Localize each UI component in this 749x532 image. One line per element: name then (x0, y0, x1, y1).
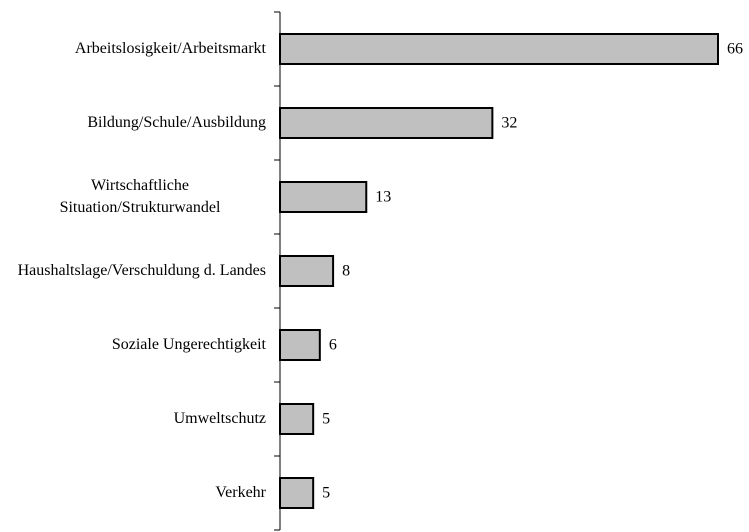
bar (279, 329, 321, 361)
bar (279, 107, 494, 139)
value-label: 6 (329, 337, 337, 354)
category-label: Verkehr (215, 484, 266, 501)
category-label: Soziale Ungerechtigkeit (111, 336, 266, 353)
value-label: 32 (501, 115, 517, 132)
bar (279, 255, 335, 287)
value-label: 5 (322, 411, 330, 428)
category-label: Arbeitslosigkeit/Arbeitsmarkt (74, 40, 266, 57)
category-label: Haushaltslage/Verschuldung d. Landes (17, 262, 266, 279)
value-label: 13 (375, 189, 391, 206)
bar (279, 33, 719, 65)
category-label: Wirtschaftliche Situation/Strukturwandel (59, 177, 221, 216)
category-label: Umweltschutz (173, 410, 266, 427)
bar (279, 403, 315, 435)
bar (279, 477, 315, 509)
category-label: Bildung/Schule/Ausbildung (87, 114, 266, 131)
bar (279, 181, 368, 213)
value-label: 8 (342, 263, 350, 280)
value-label: 5 (322, 485, 330, 502)
value-label: 66 (727, 41, 743, 58)
